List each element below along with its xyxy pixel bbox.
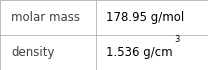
Text: 178.95 g/mol: 178.95 g/mol xyxy=(106,11,184,24)
Text: density: density xyxy=(11,46,55,59)
Text: 1.536 g/cm: 1.536 g/cm xyxy=(106,46,173,59)
Text: 3: 3 xyxy=(175,35,180,44)
Text: molar mass: molar mass xyxy=(11,11,80,24)
